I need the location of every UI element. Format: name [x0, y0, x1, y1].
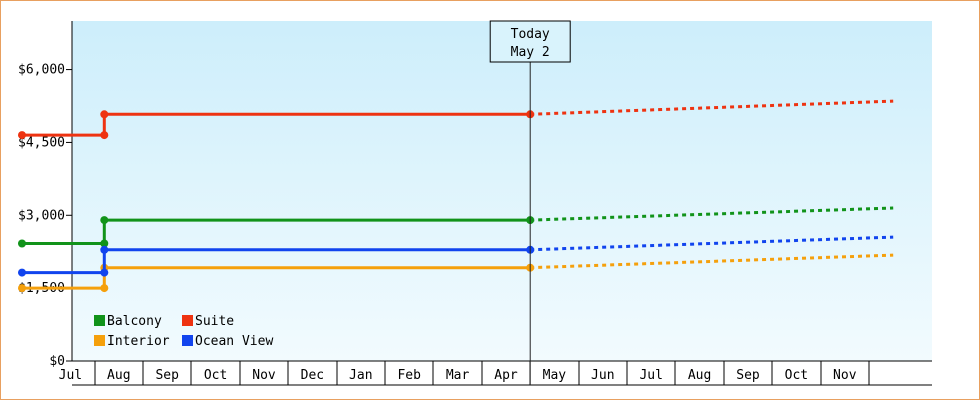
legend: Balcony Suite Interior Ocean View [94, 314, 273, 349]
legend-label: Ocean View [195, 334, 273, 349]
y-axis: $0$1,500$3,000$4,500$6,000 [18, 21, 73, 369]
x-tick-label: Oct [785, 368, 808, 383]
y-tick-label: $0 [49, 354, 65, 369]
series-layer [18, 99, 894, 293]
series-line [22, 218, 531, 245]
data-point [18, 284, 26, 293]
legend-swatch [94, 335, 105, 346]
legend-label: Balcony [107, 314, 162, 329]
data-point [100, 131, 109, 140]
x-tick-label: Nov [833, 368, 857, 383]
data-point [18, 239, 26, 248]
x-tick-label: Dec [301, 368, 324, 383]
today-marker: Today May 2 [489, 20, 571, 385]
x-tick-label: Jul [59, 368, 82, 383]
today-label: Today [511, 27, 550, 42]
data-point [100, 216, 109, 225]
data-point [100, 268, 109, 277]
x-tick-label: Aug [107, 368, 130, 383]
x-tick-label: Jun [591, 368, 614, 383]
legend-label: Suite [195, 314, 234, 329]
x-tick-label: May [543, 368, 567, 383]
today-date: May 2 [511, 45, 550, 60]
x-tick-label: Jul [639, 368, 662, 383]
x-tick-label: Nov [252, 368, 276, 383]
legend-swatch [182, 315, 193, 326]
x-axis: Jul Aug Sep Oct Nov Dec Jan Feb Mar Apr May Jun Jul A… [59, 360, 932, 386]
data-point [18, 268, 26, 277]
x-tick-label: Sep [736, 368, 760, 383]
series-line [22, 248, 531, 275]
x-tick-label: Jan [349, 368, 372, 383]
y-tick-label: $6,000 [18, 63, 65, 78]
data-point [100, 239, 109, 248]
legend-swatch [182, 335, 193, 346]
data-point [100, 110, 109, 119]
x-tick-label: Feb [397, 368, 421, 383]
data-point [100, 284, 109, 293]
data-point [18, 131, 26, 140]
x-tick-label: Apr [494, 368, 518, 383]
x-tick-label: Aug [688, 368, 711, 383]
y-tick-label: $3,000 [18, 208, 65, 223]
x-tick-label: Sep [155, 368, 179, 383]
y-tick-label: $4,500 [18, 135, 65, 150]
series-line [22, 266, 531, 290]
series-line [22, 112, 531, 137]
x-tick-label: Oct [204, 368, 227, 383]
x-tick-label: Mar [446, 368, 470, 383]
data-point [100, 245, 109, 254]
legend-swatch [94, 315, 105, 326]
plot-area [72, 21, 932, 361]
today-box [489, 20, 571, 63]
legend-label: Interior [107, 334, 170, 349]
